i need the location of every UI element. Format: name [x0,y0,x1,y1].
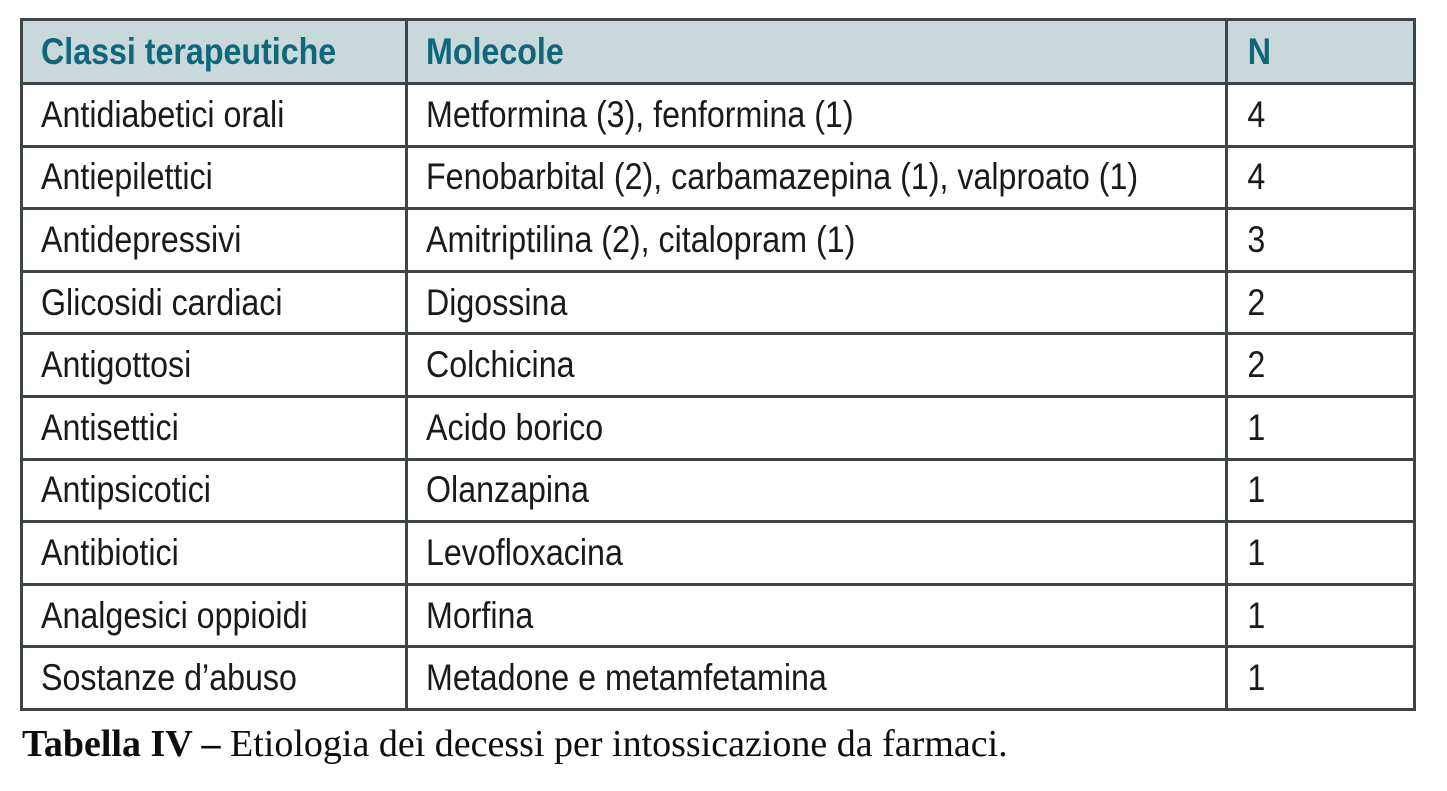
cell-classe: Antigottosi [20,332,408,398]
column-header-classi-terapeutiche: Classi terapeutiche [20,18,408,85]
cell-molecole: Morfina [405,582,1228,649]
cell-classe: Antiepilettici [20,144,408,211]
cell-classe: Sostanze d’abuso [20,645,408,711]
cell-molecole: Levofloxacina [405,520,1228,586]
cell-n: 1 [1225,520,1416,586]
column-header-molecole: Molecole [405,18,1228,85]
table-row: Glicosidi cardiaci Digossina 2 [20,269,1416,336]
cell-n: 1 [1225,582,1416,649]
cell-molecole: Digossina [405,269,1228,336]
table-row: Analgesici oppioidi Morfina 1 [20,582,1416,649]
table-row: Antidepressivi Amitriptilina (2), citalo… [20,207,1416,273]
cell-n: 1 [1225,457,1416,524]
cell-molecole: Olanzapina [405,457,1228,524]
cell-n: 1 [1225,394,1416,461]
cell-n: 3 [1225,207,1416,273]
cell-classe: Antidiabetici orali [20,82,408,148]
cell-n: 2 [1225,269,1416,336]
cell-molecole: Metformina (3), fenformina (1) [405,82,1228,148]
column-header-n: N [1225,18,1416,85]
column-header-label: Molecole [426,30,564,72]
table-row: Antisettici Acido borico 1 [20,394,1416,461]
table-row: Antigottosi Colchicina 2 [20,332,1416,398]
cell-classe: Antibiotici [20,520,408,586]
cell-n: 2 [1225,332,1416,398]
header-row: Classi terapeutiche Molecole N [20,18,1416,85]
cell-molecole: Amitriptilina (2), citalopram (1) [405,207,1228,273]
table-row: Antipsicotici Olanzapina 1 [20,457,1416,524]
cell-n: 4 [1225,82,1416,148]
caption-text: Etiologia dei decessi per intossicazione… [230,723,1008,765]
cell-classe: Analgesici oppioidi [20,582,408,649]
table-row: Antidiabetici orali Metformina (3), fenf… [20,82,1416,148]
cell-n: 1 [1225,645,1416,711]
cell-molecole: Metadone e metamfetamina [405,645,1228,711]
caption-label: Tabella IV – [22,723,221,765]
table-caption: Tabella IV – Etiologia dei decessi per i… [22,722,1413,766]
table-row: Sostanze d’abuso Metadone e metamfetamin… [20,645,1416,711]
column-header-label: N [1247,30,1271,72]
cell-classe: Glicosidi cardiaci [20,269,408,336]
cell-classe: Antipsicotici [20,457,408,524]
table-row: Antibiotici Levofloxacina 1 [20,520,1416,586]
cell-molecole: Fenobarbital (2), carbamazepina (1), val… [405,144,1228,211]
cell-n: 4 [1225,144,1416,211]
table-row: Antiepilettici Fenobarbital (2), carbama… [20,144,1416,211]
cell-classe: Antidepressivi [20,207,408,273]
cell-molecole: Acido borico [405,394,1228,461]
cell-classe: Antisettici [20,394,408,461]
column-header-label: Classi terapeutiche [41,30,337,72]
etiology-table: Classi terapeutiche Molecole N Antidiabe… [20,18,1416,711]
cell-molecole: Colchicina [405,332,1228,398]
